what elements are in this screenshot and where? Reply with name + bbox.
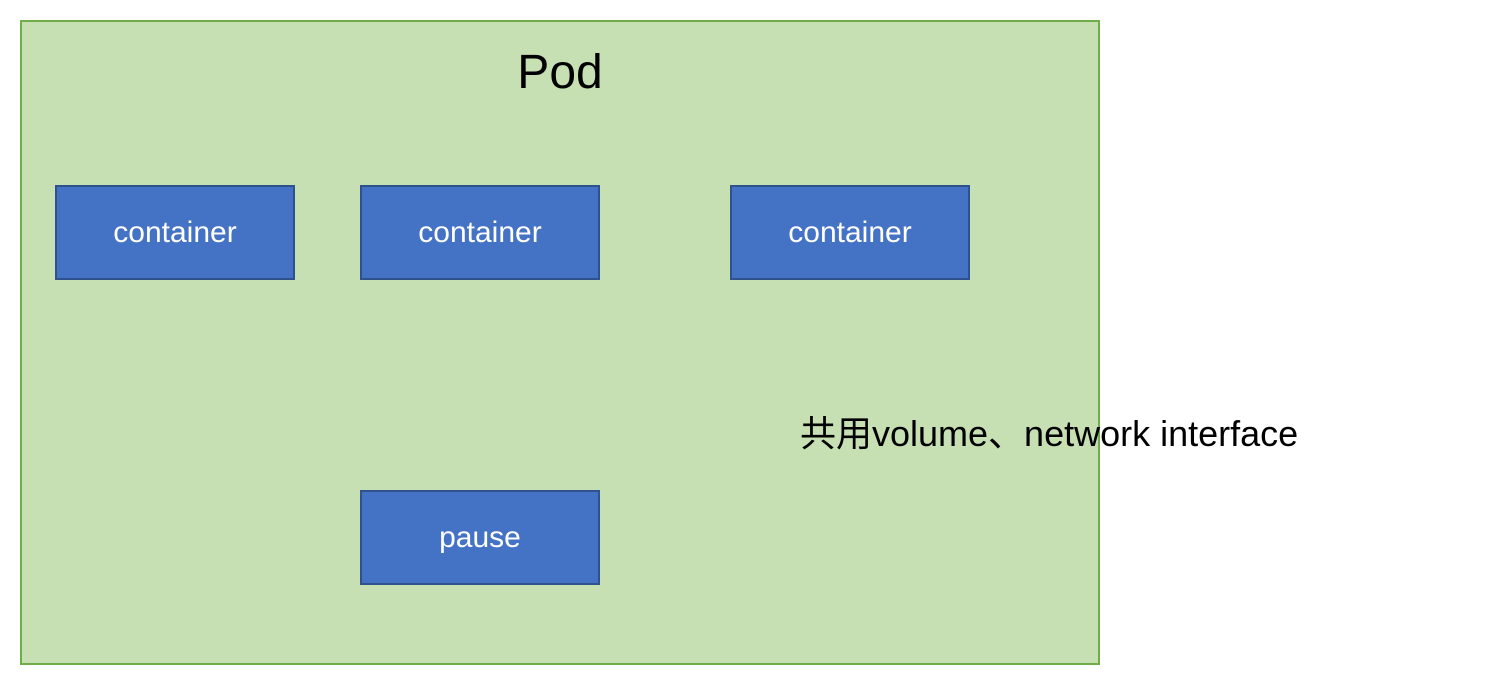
container-box-2: container xyxy=(360,185,600,280)
container-box-1: container xyxy=(55,185,295,280)
container-label: container xyxy=(113,216,236,250)
pause-box: pause xyxy=(360,490,600,585)
container-label: container xyxy=(788,216,911,250)
pod-title: Pod xyxy=(20,45,1100,100)
pause-label: pause xyxy=(439,521,521,555)
container-label: container xyxy=(418,216,541,250)
container-box-3: container xyxy=(730,185,970,280)
annotation-text: 共用volume、network interface xyxy=(800,405,1298,457)
